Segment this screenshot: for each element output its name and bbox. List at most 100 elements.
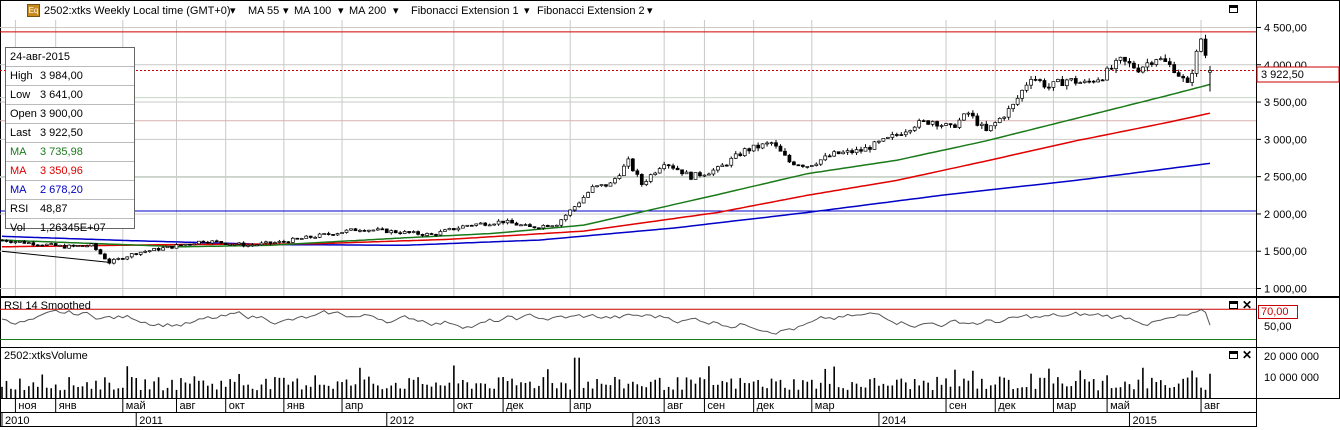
month-label: авг bbox=[179, 400, 195, 412]
equity-icon[interactable]: Eq bbox=[27, 4, 40, 17]
candle-body bbox=[197, 240, 201, 245]
candle-body bbox=[340, 232, 344, 234]
month-label: дек bbox=[998, 400, 1016, 412]
header-fib2-caret[interactable]: ▾ bbox=[647, 5, 653, 17]
candle-body bbox=[241, 242, 246, 247]
candle-body bbox=[22, 240, 27, 244]
rsi-close-icon[interactable]: ✕ bbox=[1242, 298, 1253, 312]
header-symbol-caret[interactable]: ▾ bbox=[230, 5, 236, 17]
price-axis-label: 3 000,00 bbox=[1264, 134, 1307, 146]
rsi-maximize-icon[interactable] bbox=[1229, 301, 1238, 309]
candle-body bbox=[716, 166, 720, 171]
candle-body bbox=[125, 256, 130, 260]
candle-body bbox=[1105, 67, 1109, 81]
header-ma100-caret[interactable]: ▾ bbox=[338, 5, 344, 17]
candle-body bbox=[1149, 62, 1154, 65]
candle-body bbox=[295, 237, 300, 240]
header-ma200-caret[interactable]: ▾ bbox=[393, 5, 399, 17]
header-ma200[interactable]: MA 200 bbox=[349, 5, 386, 17]
infobox-label: High bbox=[10, 70, 33, 82]
candle-body bbox=[899, 134, 904, 136]
candle-body bbox=[478, 222, 483, 225]
candle-body bbox=[179, 244, 183, 247]
infobox-row: MA 3 350,96 bbox=[6, 162, 134, 181]
candle-body bbox=[979, 123, 984, 126]
candle-body bbox=[796, 164, 801, 167]
infobox-row: Last 3 922,50 bbox=[6, 124, 134, 143]
candle-body bbox=[908, 130, 913, 133]
candle-body bbox=[143, 251, 148, 253]
candle-body bbox=[152, 248, 156, 251]
candle-body bbox=[944, 123, 948, 126]
candle-body bbox=[389, 230, 394, 234]
candle-body bbox=[308, 235, 313, 238]
volume-axis-tick-20m: 20 000 000 bbox=[1264, 351, 1319, 363]
ma100-line bbox=[1, 112, 1211, 248]
candle-body bbox=[460, 225, 465, 229]
candle-body bbox=[264, 241, 268, 244]
candle-body bbox=[246, 244, 250, 247]
candle-body bbox=[40, 244, 45, 247]
candle-body bbox=[845, 150, 850, 153]
price-maximize-icon[interactable] bbox=[1229, 5, 1238, 13]
candle-body bbox=[375, 228, 380, 231]
candle-body bbox=[890, 134, 895, 138]
candle-body bbox=[760, 143, 765, 149]
candle-body bbox=[774, 142, 778, 147]
candle-body bbox=[67, 244, 71, 249]
header-fib2[interactable]: Fibonacci Extension 2 bbox=[537, 5, 645, 17]
candle-body bbox=[1145, 62, 1150, 68]
candle-body bbox=[1136, 67, 1141, 73]
candle-body bbox=[827, 155, 832, 158]
candle-body bbox=[1132, 62, 1136, 69]
candle-body bbox=[689, 171, 693, 180]
price-axis: 1 000,00 1 500,00 2 000,00 2 500,00 3 000,00… bbox=[1256, 22, 1307, 296]
infobox-value: 3 900,00 bbox=[40, 108, 83, 120]
candle-body bbox=[599, 184, 604, 187]
candle-body bbox=[304, 235, 309, 239]
candle-body bbox=[1078, 82, 1083, 84]
volume-panel-title[interactable]: 2502:xtksVolume bbox=[4, 350, 88, 362]
candle-body bbox=[138, 251, 143, 255]
candle-body bbox=[416, 231, 420, 235]
candle-body bbox=[545, 225, 550, 227]
volume-close-icon[interactable]: ✕ bbox=[1242, 348, 1253, 362]
year-label: 2014 bbox=[882, 415, 906, 427]
candle-body bbox=[1109, 67, 1114, 70]
candle-body bbox=[926, 120, 930, 125]
header-ma55-caret[interactable]: ▾ bbox=[283, 5, 289, 17]
candle-body bbox=[863, 147, 868, 152]
candle-body bbox=[487, 224, 492, 227]
volume-maximize-icon[interactable] bbox=[1229, 351, 1238, 359]
header-symbol[interactable]: 2502:xtks Weekly Local time (GMT+0) bbox=[44, 5, 231, 17]
candle-body bbox=[514, 222, 519, 226]
rsi-panel-title[interactable]: RSI 14 Smoothed bbox=[4, 300, 91, 312]
candle-body bbox=[344, 229, 349, 233]
header-ma55[interactable]: MA 55 bbox=[248, 5, 279, 17]
candle-body bbox=[434, 234, 438, 236]
candle-body bbox=[622, 165, 626, 177]
candle-body bbox=[58, 244, 63, 247]
month-label: сен bbox=[949, 400, 967, 412]
month-label: дек bbox=[757, 400, 775, 412]
candle-body bbox=[1176, 72, 1181, 77]
price-axis-panel bbox=[1256, 0, 1340, 297]
infobox-value: 3 641,00 bbox=[40, 89, 83, 101]
candle-body bbox=[13, 241, 18, 244]
candle-body bbox=[1194, 50, 1199, 74]
price-axis-label: 1 500,00 bbox=[1264, 246, 1307, 258]
candle-body bbox=[613, 178, 617, 184]
header-fib1-caret[interactable]: ▾ bbox=[524, 5, 530, 17]
month-label: янв bbox=[287, 400, 305, 412]
rsi-level-badge: 70,00 bbox=[1258, 305, 1298, 319]
candle-body bbox=[447, 228, 452, 231]
candle-body bbox=[1024, 84, 1029, 91]
infobox-row: MA 2 678,20 bbox=[6, 181, 134, 200]
header-fib1[interactable]: Fibonacci Extension 1 bbox=[411, 5, 519, 17]
candle-body bbox=[1011, 103, 1015, 109]
month-label: мар bbox=[1056, 400, 1076, 412]
candle-body bbox=[393, 230, 398, 234]
header-ma100[interactable]: MA 100 bbox=[294, 5, 331, 17]
candle-body bbox=[44, 243, 49, 246]
candle-body bbox=[1141, 66, 1145, 73]
